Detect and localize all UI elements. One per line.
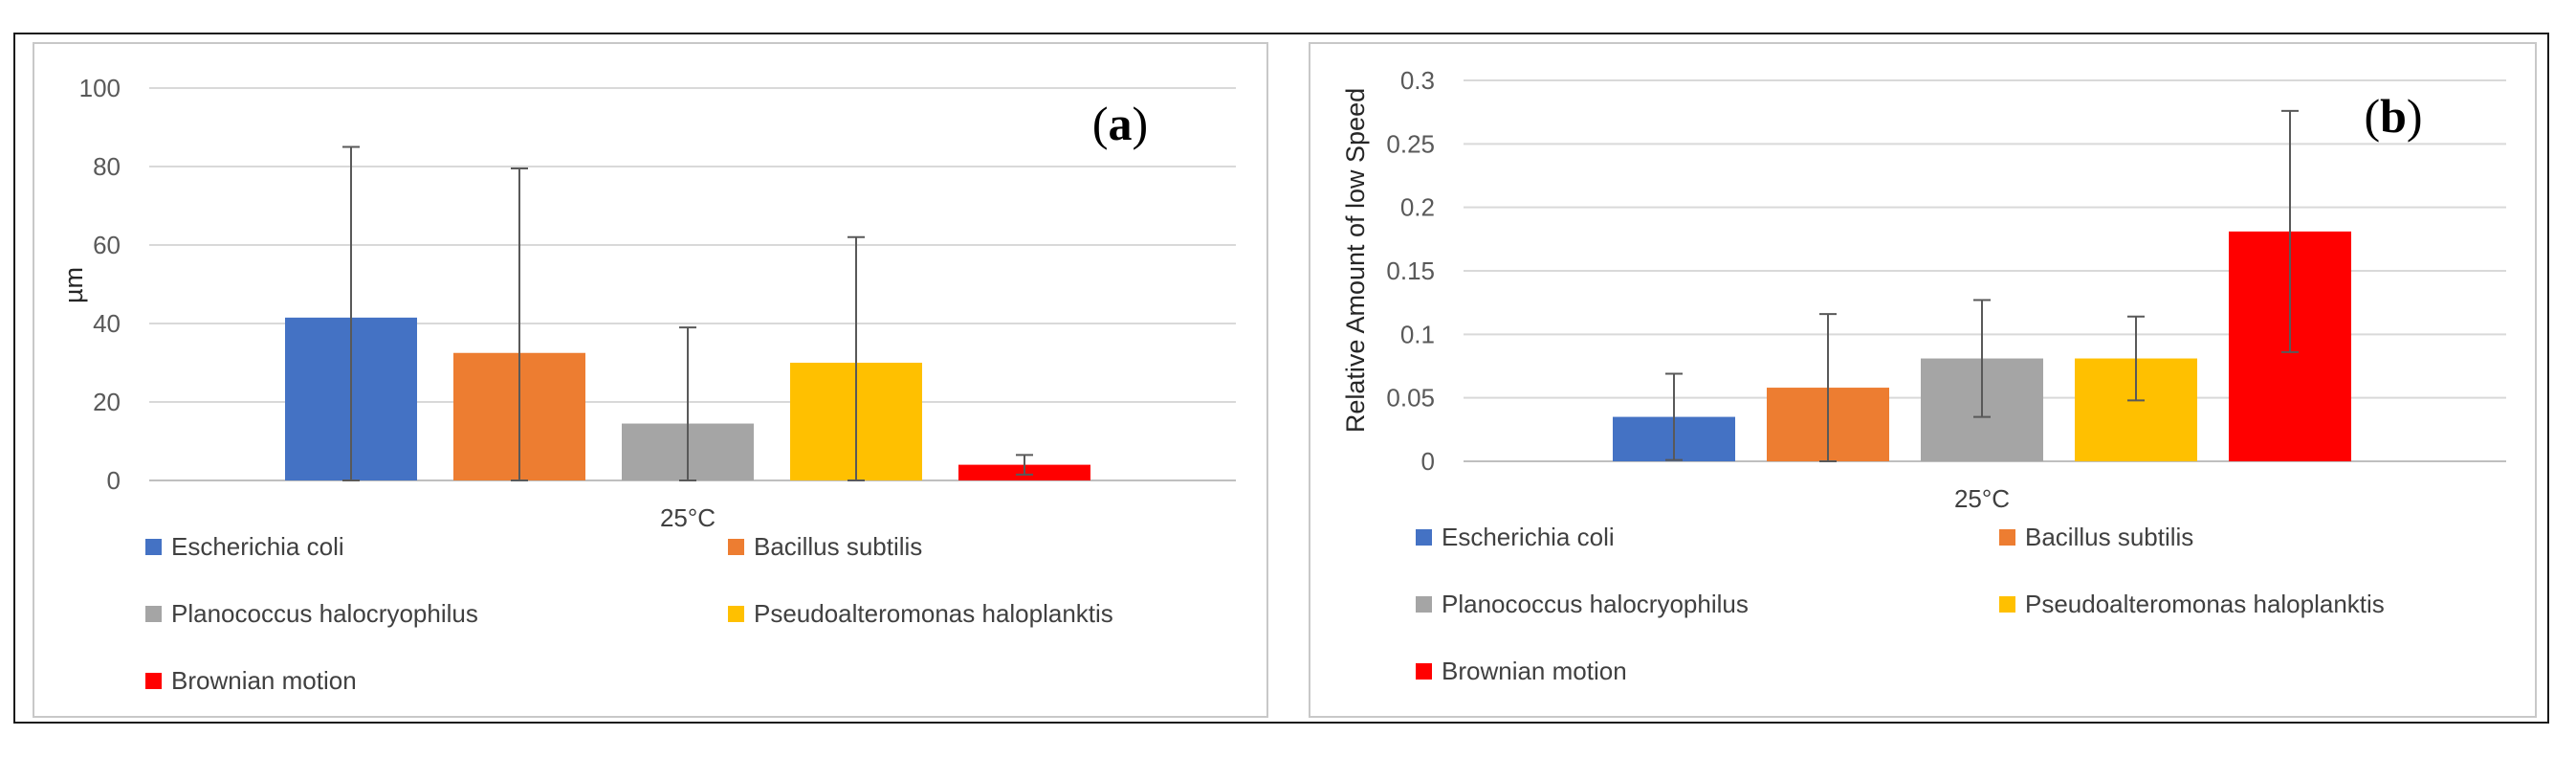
chart-a-ylabel: µm (59, 267, 88, 303)
legend-label: Pseudoalteromonas haloplanktis (754, 599, 1113, 628)
legend-item: Brownian motion (145, 666, 357, 696)
chart-b-ytick-label: 0 (1421, 447, 1435, 476)
chart-b-ytick-label: 0.05 (1386, 384, 1435, 412)
legend-label: Brownian motion (1442, 657, 1627, 685)
legend-swatch (145, 673, 162, 689)
legend-item: Escherichia coli (1416, 523, 1615, 552)
chart-a-panel-label: (a) (1092, 97, 1148, 150)
chart-a-ytick-label: 80 (93, 152, 121, 181)
chart-a-ytick-label: 60 (93, 231, 121, 259)
legend-swatch (145, 539, 162, 555)
legend-item: Planococcus halocryophilus (145, 599, 478, 629)
legend-item: Brownian motion (1416, 657, 1627, 686)
legend-item: Bacillus subtilis (1999, 523, 2193, 552)
chart-panel-a: 0 20 40 60 80 100 µm 25°C (a) Escherichia coli Ba… (33, 42, 1268, 718)
figure-border (13, 33, 2549, 724)
legend-swatch (728, 539, 744, 555)
chart-b-svg: 0 0.05 0.1 0.15 0.2 0.25 0.3 Relative Amount of… (1341, 66, 2506, 513)
legend-swatch (1999, 529, 2015, 546)
legend-swatch (145, 606, 162, 622)
legend-label: Bacillus subtilis (754, 532, 923, 561)
legend-item: Escherichia coli (145, 532, 344, 562)
legend-item: Pseudoalteromonas haloplanktis (1999, 590, 2385, 619)
legend-label: Pseudoalteromonas haloplanktis (2025, 590, 2385, 618)
chart-a-svg: 0 20 40 60 80 100 µm 25°C (a) (59, 74, 1236, 532)
chart-a-ytick-label: 0 (107, 466, 121, 495)
legend-label: Brownian motion (171, 666, 357, 695)
chart-b-ytick-label: 0.15 (1386, 256, 1435, 285)
legend-swatch (1416, 663, 1432, 680)
chart-b-ytick-label: 0.3 (1400, 66, 1435, 95)
legend-item: Pseudoalteromonas haloplanktis (728, 599, 1113, 629)
chart-panel-b: 0 0.05 0.1 0.15 0.2 0.25 0.3 Relative Amount of… (1309, 42, 2537, 718)
chart-b-ytick-label: 0.1 (1400, 320, 1435, 348)
chart-b-ylabel: Relative Amount of low Speed (1341, 88, 1370, 433)
legend-label: Bacillus subtilis (2025, 523, 2194, 551)
legend-label: Escherichia coli (171, 532, 344, 561)
chart-b-panel-label: (b) (2364, 89, 2422, 143)
legend-label: Planococcus halocryophilus (1442, 590, 1749, 618)
legend-item: Planococcus halocryophilus (1416, 590, 1749, 619)
chart-b-ytick-label: 0.25 (1386, 129, 1435, 158)
legend-swatch (1416, 596, 1432, 613)
legend-swatch (1999, 596, 2015, 613)
legend-label: Escherichia coli (1442, 523, 1615, 551)
legend-item: Bacillus subtilis (728, 532, 922, 562)
chart-a-category-label: 25°C (660, 503, 716, 532)
chart-a-ytick-label: 40 (93, 309, 121, 338)
chart-a-ytick-label: 20 (93, 388, 121, 416)
legend-swatch (728, 606, 744, 622)
chart-b-category-label: 25°C (1954, 484, 2010, 513)
chart-b-ytick-label: 0.2 (1400, 193, 1435, 222)
legend-swatch (1416, 529, 1432, 546)
chart-a-ytick-label: 100 (79, 74, 121, 102)
legend-label: Planococcus halocryophilus (171, 599, 478, 628)
